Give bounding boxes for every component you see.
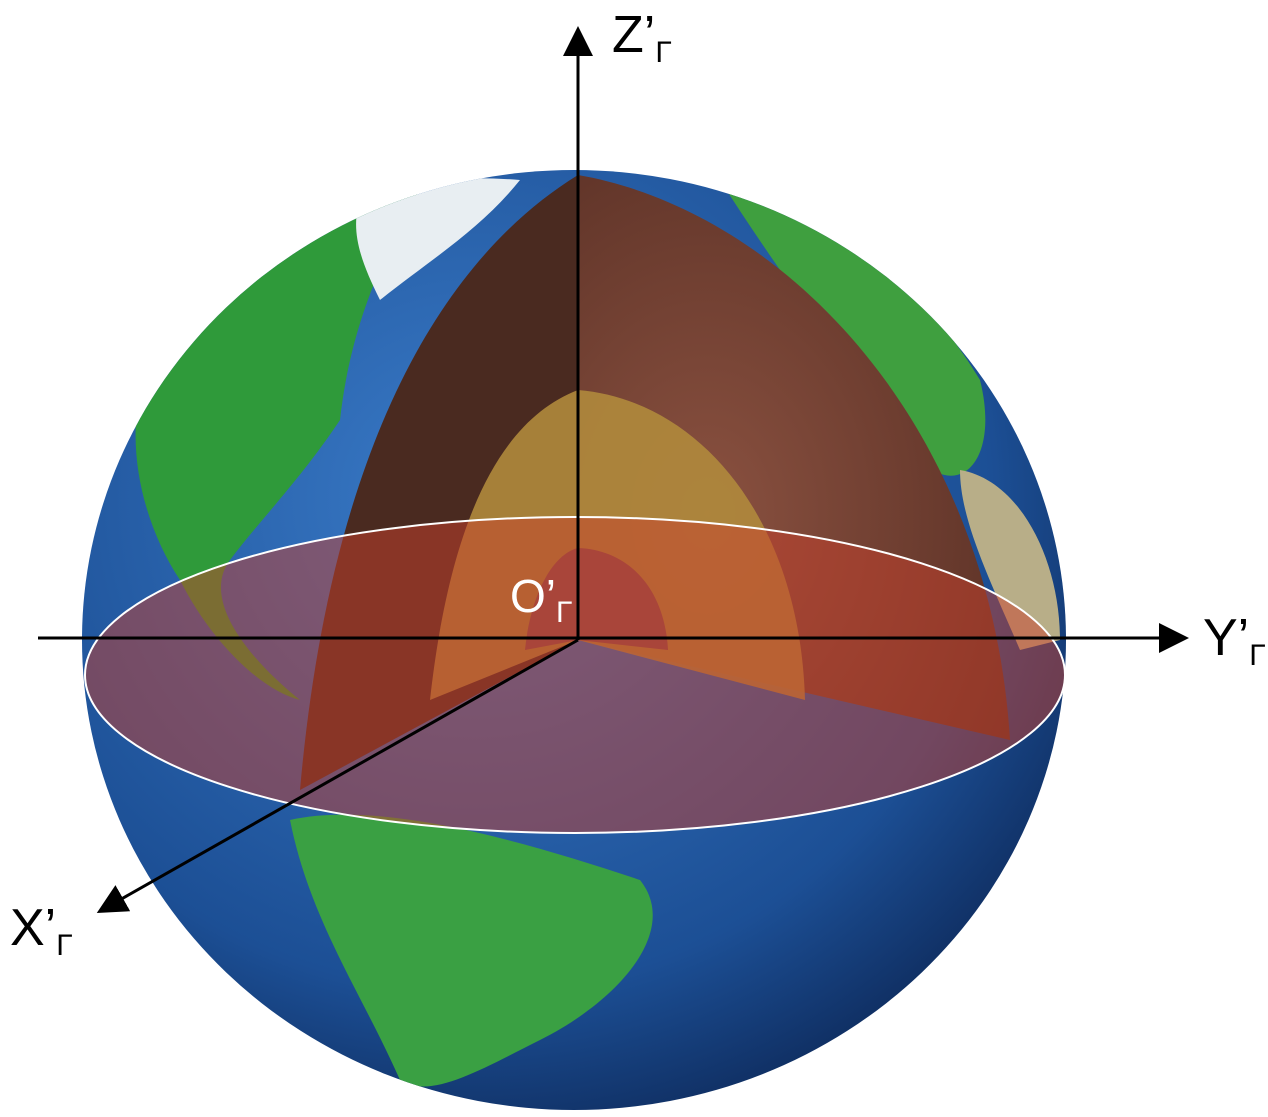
z-label-subscript: Γ	[655, 36, 672, 69]
x-label-subscript: Γ	[56, 929, 73, 962]
equatorial-plane	[84, 516, 1066, 834]
origin-label: O’Γ	[510, 570, 573, 629]
y-label: Y’Γ	[1203, 609, 1266, 672]
z-label-text: Z’	[612, 6, 655, 64]
y-label-text: Y’	[1203, 609, 1249, 667]
origin-label-text: O’	[510, 570, 556, 622]
z-label: Z’Γ	[612, 6, 672, 69]
x-label-text: X’	[10, 899, 56, 957]
x-axis	[96, 638, 579, 913]
x-label: X’Γ	[10, 899, 73, 962]
y-label-subscript: Γ	[1249, 639, 1266, 672]
origin-label-subscript: Γ	[556, 596, 573, 629]
